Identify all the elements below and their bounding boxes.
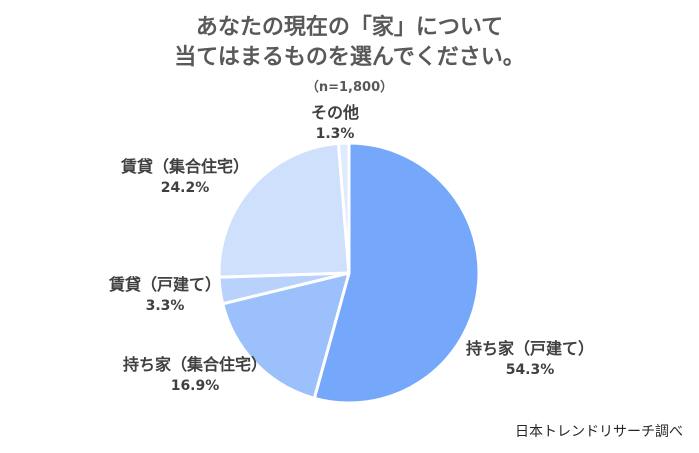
pie-slice-3 — [217, 141, 351, 279]
slice-label-name: その他 — [310, 103, 359, 122]
slice-label-value: 24.2% — [160, 180, 210, 196]
slice-label-rented-house: 賃貸（戸建て） 3.3% — [90, 274, 240, 316]
pie-slice-1 — [221, 271, 351, 400]
chart-title-line-1: あなたの現在の「家」について — [195, 15, 504, 40]
slice-label-name: 持ち家（集合住宅） — [122, 355, 267, 374]
slice-label-value: 16.9% — [170, 378, 220, 394]
chart-title-line-2: 当てはまるものを選んでください。 — [174, 45, 525, 70]
slice-label-owned-house: 持ち家（戸建て） 54.3% — [440, 338, 620, 380]
pie-slice-0 — [312, 141, 481, 405]
slice-label-other: その他 1.3% — [290, 102, 380, 144]
source-credit: 日本トレンドリサーチ調べ — [515, 424, 683, 440]
slice-label-name: 賃貸（集合住宅） — [120, 157, 249, 176]
slice-label-value: 3.3% — [145, 298, 185, 314]
slice-label-value: 1.3% — [315, 126, 355, 142]
slice-label-rented-apartment: 賃貸（集合住宅） 24.2% — [100, 156, 270, 198]
sample-size: （n=1,800） — [305, 80, 394, 95]
slice-label-value: 54.3% — [505, 362, 555, 378]
pie-slice-4 — [336, 141, 351, 275]
slice-label-name: 持ち家（戸建て） — [465, 339, 594, 358]
slice-label-name: 賃貸（戸建て） — [108, 275, 221, 294]
slice-label-owned-apartment: 持ち家（集合住宅） 16.9% — [100, 354, 290, 396]
